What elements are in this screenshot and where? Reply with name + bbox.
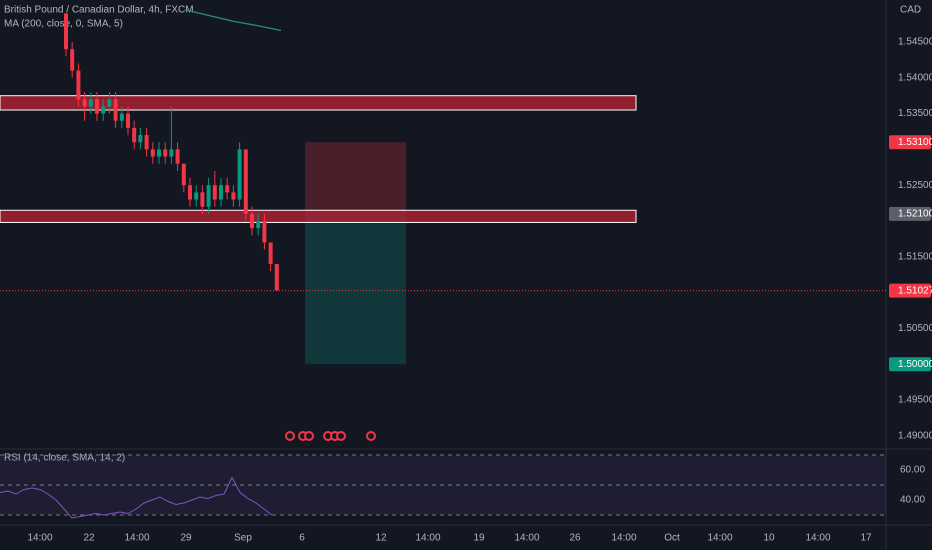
candle-body: [70, 49, 75, 71]
candle-body: [163, 149, 168, 157]
price-tick-label: 1.51500: [898, 251, 932, 262]
stop-zone: [305, 142, 406, 214]
time-tick-label: 22: [83, 533, 95, 544]
price-tick-label: 1.49500: [898, 395, 932, 406]
time-tick-label: 14:00: [514, 533, 539, 544]
candle-body: [231, 192, 236, 200]
candle-body: [138, 135, 143, 143]
supply-zone: [0, 95, 637, 111]
time-tick-label: 14:00: [707, 533, 732, 544]
time-tick-label: 6: [299, 533, 305, 544]
candle-body: [243, 149, 248, 214]
candle-body: [119, 113, 124, 121]
price-tag: [889, 135, 931, 150]
symbol-legend: British Pound / Canadian Dollar, 4h, FXC…: [4, 5, 194, 16]
candle-body: [82, 99, 87, 107]
candle-body: [88, 99, 93, 107]
time-tick-label: 12: [375, 533, 387, 544]
candle-body: [101, 106, 106, 114]
currency: CAD: [900, 5, 921, 16]
price-tag-label: 1.50000: [898, 359, 932, 370]
time-tick-label: 19: [473, 533, 485, 544]
time-tick-label: 14:00: [124, 533, 149, 544]
candle-body: [144, 135, 149, 150]
candle-body: [250, 213, 254, 229]
candle-body: [76, 70, 81, 100]
candle-body: [212, 185, 217, 200]
time-tick-label: Sep: [234, 533, 252, 544]
ma-line: [184, 9, 282, 32]
candle-body: [219, 185, 223, 200]
price-tag-label: 1.52100: [898, 208, 932, 219]
event-icons: [285, 431, 376, 441]
price-tag-label: 1.53100: [898, 137, 932, 148]
rsi-legend: RSI (14, close, SMA, 14, 2): [4, 453, 125, 464]
candle-body: [274, 263, 279, 291]
rsi-line: [0, 476, 273, 519]
candle-body: [95, 99, 99, 114]
candle-body: [181, 163, 186, 186]
candle-body: [132, 127, 137, 143]
ma-legend: MA (200, close, 0, SMA, 5): [4, 19, 123, 30]
rsi-tick-label: 40.00: [900, 495, 925, 506]
time-tick-label: 29: [180, 533, 192, 544]
candle-body: [225, 185, 230, 193]
time-tick-label: 26: [569, 533, 581, 544]
time-tick-label: 10: [763, 533, 775, 544]
time-tick-label: Oct: [664, 533, 680, 544]
price-tick-label: 1.53500: [898, 108, 932, 119]
time-tick-label: 14:00: [805, 533, 830, 544]
candle-body: [262, 221, 267, 243]
candle-body: [175, 149, 180, 164]
candle-body: [113, 99, 118, 121]
supply-zone: [0, 209, 637, 223]
candle-body: [200, 192, 205, 207]
candle-body: [150, 149, 155, 157]
target-zone: [305, 213, 406, 365]
time-tick-label: 17: [860, 533, 872, 544]
time-tick-label: 14:00: [27, 533, 52, 544]
candle-body: [188, 185, 192, 200]
price-tick-label: 1.50500: [898, 323, 932, 334]
time-tick-label: 14:00: [611, 533, 636, 544]
price-tick-label: 1.52500: [898, 180, 932, 191]
price-tag: [889, 357, 931, 372]
price-tag-label: 1.51027: [898, 285, 932, 296]
price-tick-label: 1.49000: [898, 430, 932, 441]
candle-body: [256, 221, 261, 229]
price-tag: [889, 283, 931, 298]
price-tick-label: 1.54500: [898, 37, 932, 48]
candle-body: [237, 149, 242, 200]
rsi-tick-label: 60.00: [900, 465, 925, 476]
candle-body: [157, 149, 161, 157]
candle-body: [268, 242, 273, 264]
candle-body: [169, 149, 174, 157]
price-tag: [889, 206, 931, 221]
candle-body: [107, 99, 112, 107]
time-tick-label: 14:00: [415, 533, 440, 544]
candle-body: [64, 13, 68, 50]
candle-body: [126, 113, 130, 128]
candle-body: [194, 192, 199, 200]
candle-body: [206, 185, 211, 207]
price-tick-label: 1.54000: [898, 72, 932, 83]
